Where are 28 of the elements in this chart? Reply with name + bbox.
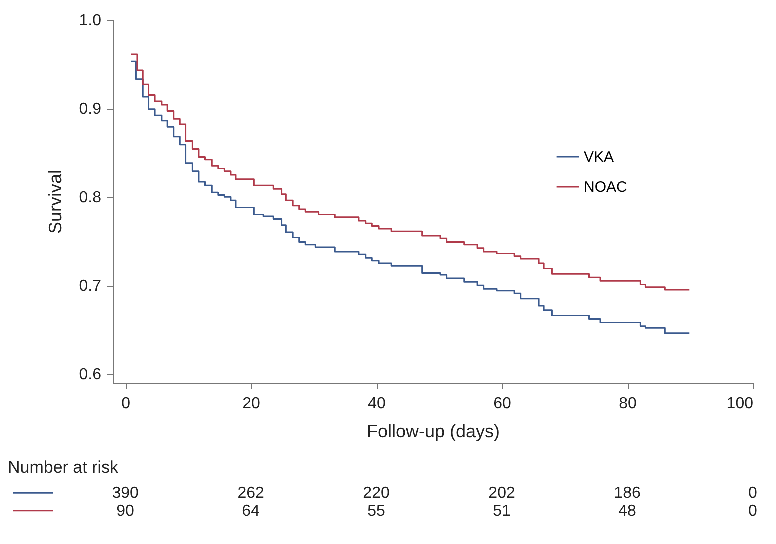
text: Number at risk [8, 458, 120, 477]
text: 48 [618, 502, 637, 520]
legend-label: NOAC [584, 179, 628, 196]
y-tick-label: 0.8 [79, 190, 102, 207]
x-tick-label: 80 [619, 396, 638, 412]
text: 90 [116, 502, 135, 520]
x-tick-label: 40 [368, 396, 386, 412]
x-axis-title: Follow-up (days) [366, 422, 500, 442]
text: 51 [493, 502, 512, 520]
y-tick-label: 1.0 [79, 12, 102, 30]
y-tick-label: 0.9 [79, 101, 102, 118]
legend-label: VKA [584, 149, 614, 166]
y-axis-title: Survival [45, 170, 66, 234]
y-tick-label: 0.7 [79, 278, 102, 296]
x-tick-label: 20 [242, 396, 261, 412]
text: 0 [748, 502, 758, 520]
text: 186 [614, 485, 641, 502]
text: 0 [748, 485, 758, 502]
text: 390 [112, 485, 139, 502]
x-tick-label: 100 [726, 396, 754, 412]
text: 262 [238, 485, 264, 502]
text: 202 [488, 485, 516, 502]
x-tick-label: 60 [494, 396, 512, 412]
text: 220 [363, 485, 390, 502]
x-tick-label: 0 [122, 396, 131, 412]
text: 64 [242, 502, 260, 520]
text: 55 [368, 502, 386, 520]
y-tick-label: 0.6 [79, 366, 102, 384]
